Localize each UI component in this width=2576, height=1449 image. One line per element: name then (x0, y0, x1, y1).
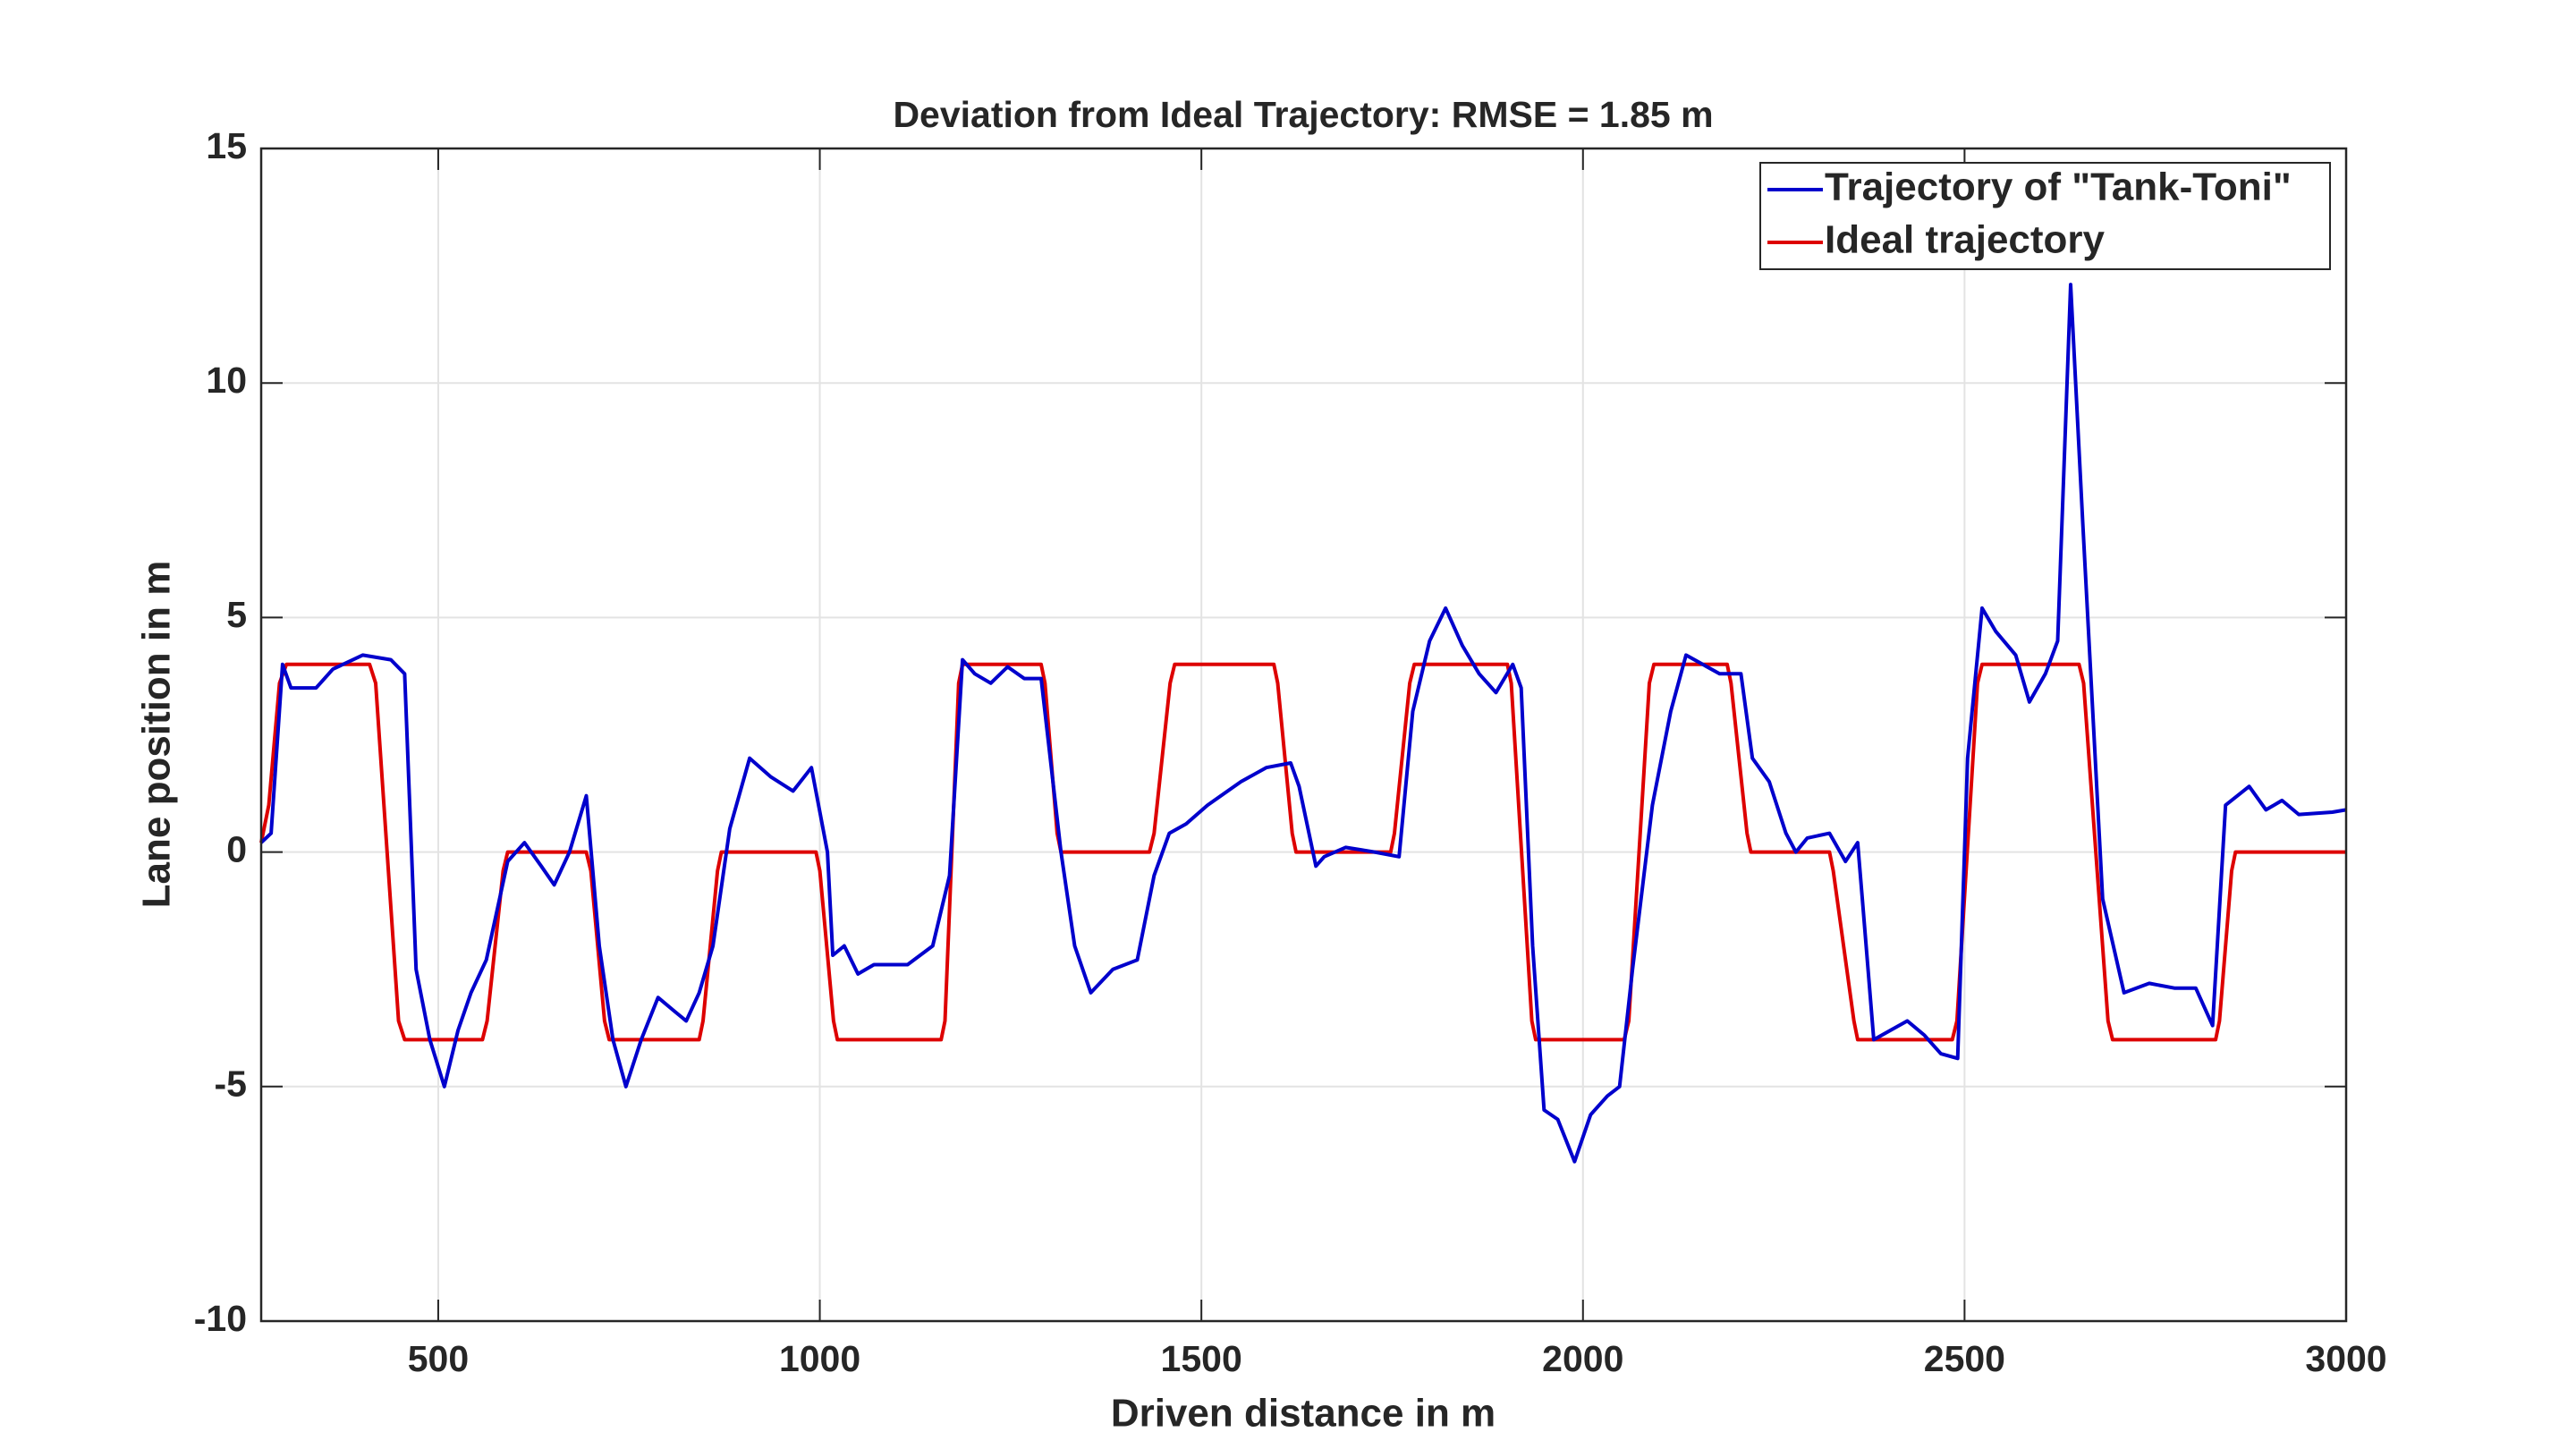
x-tick-label: 1500 (1161, 1338, 1242, 1379)
line-series (259, 662, 2346, 1042)
x-tick-label: 2000 (1542, 1338, 1623, 1379)
legend-label: Trajectory of "Tank-Toni" (1825, 165, 2292, 209)
y-tick-label: 10 (206, 360, 247, 401)
x-tick-label: 500 (408, 1338, 469, 1379)
y-tick-label: -10 (194, 1298, 247, 1339)
y-axis-label: Lane position in m (135, 561, 179, 909)
x-axis-label: Driven distance in m (1111, 1392, 1496, 1436)
legend-label: Ideal trajectory (1825, 218, 2106, 262)
x-tick-label: 2500 (1924, 1338, 2005, 1379)
legend-box (1759, 162, 2331, 270)
x-tick-label: 3000 (2305, 1338, 2386, 1379)
y-tick-label: -5 (215, 1063, 247, 1105)
x-tick-label: 1000 (779, 1338, 860, 1379)
y-tick-label: 15 (206, 125, 247, 166)
y-tick-label: 5 (226, 594, 247, 635)
y-tick-label: 0 (226, 828, 247, 869)
line-series (259, 283, 2347, 1164)
axes-box (259, 147, 2348, 1323)
chart-title: Deviation from Ideal Trajectory: RMSE = … (893, 94, 1713, 135)
